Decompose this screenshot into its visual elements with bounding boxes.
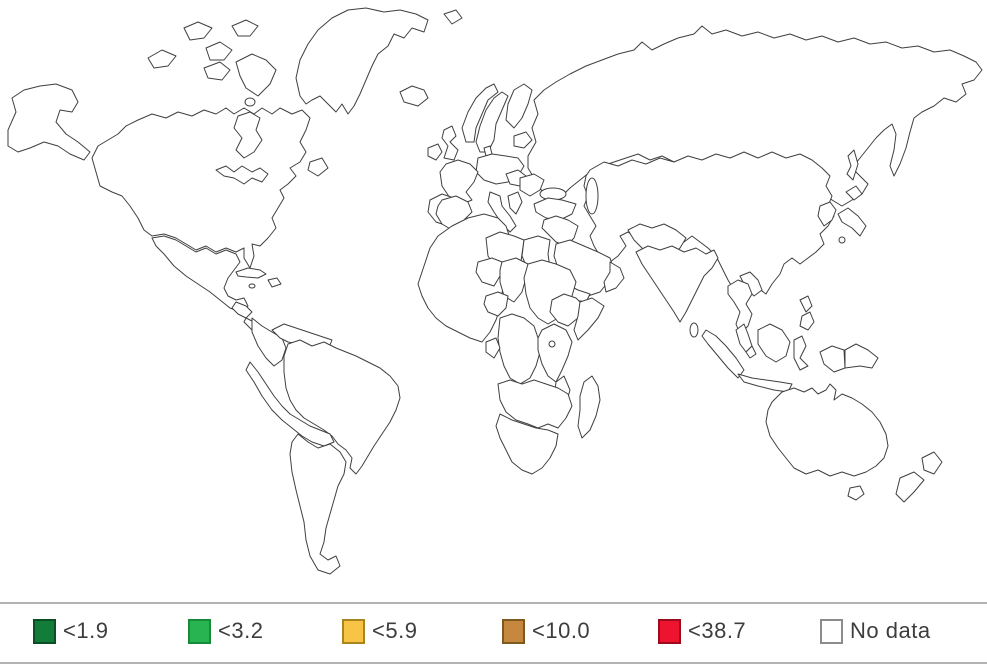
region-newfoundland <box>307 157 329 177</box>
legend-label-lt10-0: <10.0 <box>532 618 591 643</box>
legend-item-lt1-9: <1.9 <box>33 618 108 644</box>
region-norway <box>461 83 499 143</box>
region-france <box>439 159 479 205</box>
region-cuba <box>235 267 267 279</box>
region-japan-kyushu <box>838 236 846 244</box>
arctic-island <box>183 21 213 41</box>
legend-item-lt3-2: <3.2 <box>188 618 263 644</box>
region-victoria-island <box>203 61 231 81</box>
legend-label-lt3-2: <3.2 <box>218 618 264 643</box>
legend-bar: <1.9 <3.2 <5.9 <10.0 <38.7 No data <box>0 602 987 664</box>
caspian-sea <box>585 177 599 215</box>
region-svalbard <box>443 9 463 25</box>
region-brazil <box>283 339 401 475</box>
region-australia <box>765 383 889 477</box>
region-drc <box>497 313 541 385</box>
hudson-bay <box>233 111 263 159</box>
region-alaska <box>7 83 91 161</box>
legend-swatch-lt1-9 <box>33 618 56 644</box>
region-sulawesi <box>793 335 809 371</box>
legend-swatch-lt3-2 <box>188 618 211 644</box>
region-java <box>737 373 793 393</box>
region-southampton <box>244 97 256 107</box>
region-sakhalin <box>846 149 859 181</box>
region-greece <box>507 191 523 215</box>
region-new-guinea-east <box>844 343 879 369</box>
region-somalia <box>573 297 605 341</box>
region-mexico <box>151 235 249 313</box>
region-jamaica <box>248 283 256 289</box>
legend-swatch-lt10-0 <box>502 618 525 644</box>
region-sumatra <box>701 329 745 379</box>
region-canada-usa <box>91 107 311 269</box>
region-central-america-north <box>231 301 253 319</box>
legend-swatch-lt5-9 <box>342 618 365 644</box>
region-united-kingdom <box>441 125 459 161</box>
region-gabon <box>485 337 501 359</box>
region-new-zealand-north <box>921 451 943 475</box>
black-sea <box>539 187 567 201</box>
legend-label-lt1-9: <1.9 <box>63 618 109 643</box>
great-lakes <box>215 165 269 185</box>
legend-item-no-data: No data <box>820 618 931 644</box>
legend-item-lt38-7: <38.7 <box>658 618 746 644</box>
region-malay-tip <box>745 345 757 359</box>
legend-swatch-no-data <box>820 618 843 644</box>
region-baffin-island <box>235 53 277 97</box>
region-niger <box>475 257 503 287</box>
region-iceland <box>399 85 429 107</box>
region-hispaniola <box>267 277 282 288</box>
legend-item-lt10-0: <10.0 <box>502 618 590 644</box>
region-italy <box>487 191 517 233</box>
region-argentina-chile <box>289 433 347 575</box>
region-sri-lanka <box>689 322 699 338</box>
region-baltics <box>513 131 533 149</box>
region-russia <box>527 25 983 207</box>
region-east-africa <box>537 323 573 383</box>
region-angola-zambia <box>497 379 573 429</box>
arctic-island <box>205 41 233 61</box>
region-turkey <box>533 197 577 221</box>
region-central-asia-china <box>583 151 835 297</box>
arctic-island <box>147 49 177 69</box>
legend-item-lt5-9: <5.9 <box>342 618 417 644</box>
region-philippines-north <box>799 295 813 313</box>
region-oman <box>603 261 625 293</box>
region-japan-hokkaido <box>845 185 863 201</box>
legend-label-lt38-7: <38.7 <box>688 618 747 643</box>
region-romania-bulgaria <box>519 173 545 197</box>
world-map-svg <box>7 7 983 575</box>
region-philippines-south <box>799 311 815 331</box>
region-thailand <box>727 279 753 335</box>
region-new-zealand-south <box>895 471 925 503</box>
region-finland <box>505 83 533 129</box>
region-borneo <box>757 323 791 363</box>
region-japan-honshu <box>837 207 867 237</box>
lake-victoria <box>548 340 556 348</box>
region-southern-africa <box>495 413 559 475</box>
arctic-island <box>231 19 259 37</box>
world-map <box>7 7 983 575</box>
region-india <box>635 245 719 323</box>
legend-label-lt5-9: <5.9 <box>372 618 418 643</box>
region-greenland <box>295 7 429 115</box>
region-new-guinea-west <box>819 345 846 373</box>
region-colombia <box>251 317 287 367</box>
region-madagascar <box>577 375 601 439</box>
region-chad <box>499 257 529 303</box>
legend-label-no-data: No data <box>850 618 931 643</box>
legend-swatch-lt38-7 <box>658 618 681 644</box>
region-tasmania <box>847 485 865 501</box>
region-peru-bolivia <box>245 361 335 447</box>
region-korea <box>817 201 837 227</box>
region-nigeria <box>483 291 509 317</box>
region-ireland <box>427 143 443 161</box>
